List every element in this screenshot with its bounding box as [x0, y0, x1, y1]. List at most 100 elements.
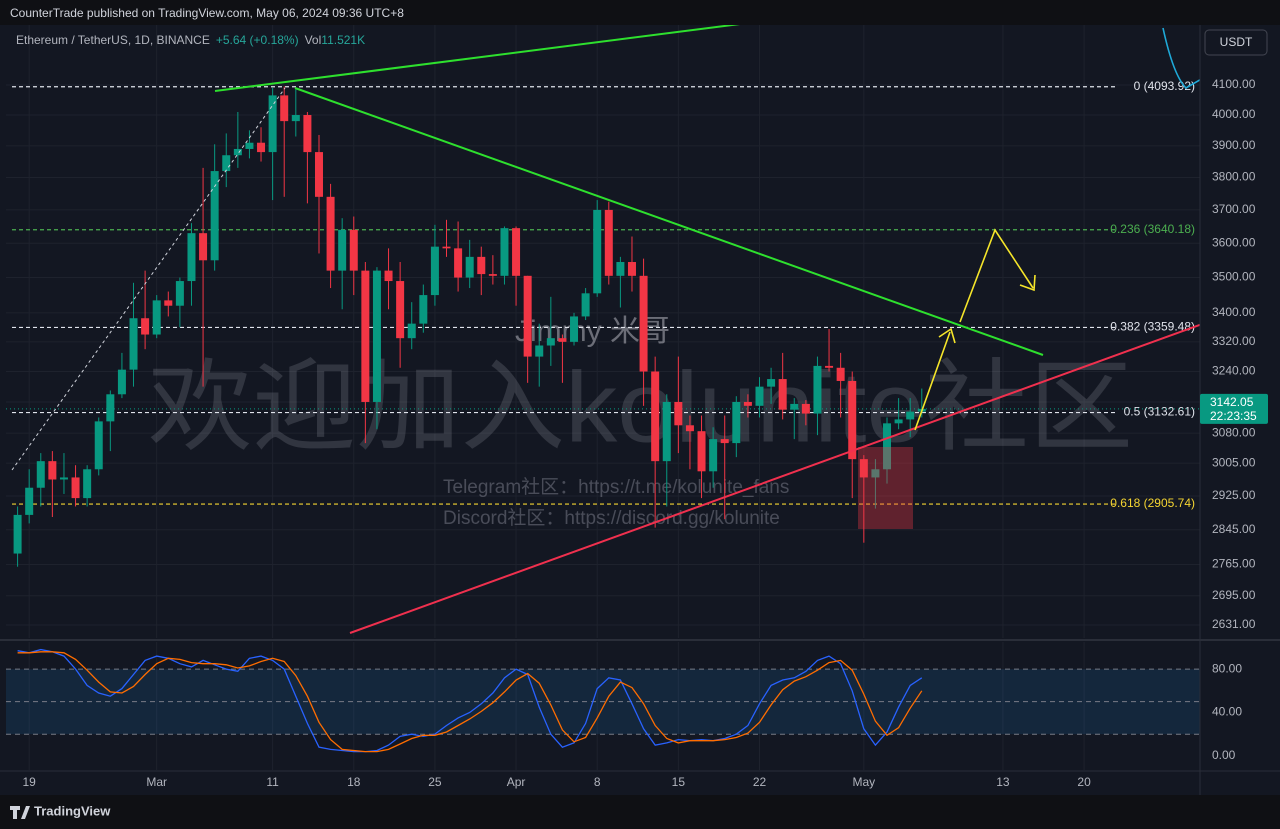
x-tick-label: 8	[594, 775, 601, 789]
x-tick-label: 13	[996, 775, 1010, 789]
y-tick-label: 2925.00	[1212, 488, 1256, 502]
candle-body	[48, 461, 57, 480]
currency-label[interactable]: USDT	[1220, 35, 1253, 49]
candle-body	[407, 323, 416, 339]
candle-body	[338, 229, 347, 271]
x-tick-label: 18	[347, 775, 361, 789]
y-tick-label: 3500.00	[1212, 270, 1256, 284]
candle-body	[71, 477, 80, 499]
volume: 11.521K	[321, 33, 365, 47]
candle-body	[291, 115, 300, 122]
candle-body	[743, 401, 752, 406]
candle-body	[570, 316, 579, 342]
change: +5.64 (+0.18%)	[216, 33, 299, 47]
candle-body	[604, 209, 613, 276]
candle-body	[651, 371, 660, 462]
candle-body	[25, 487, 34, 515]
y-tick-label: 4000.00	[1212, 107, 1256, 121]
candle-body	[187, 233, 196, 282]
candle-body	[465, 256, 474, 278]
y-tick-label: 3005.00	[1212, 455, 1256, 469]
y-tick-label: 3900.00	[1212, 138, 1256, 152]
y-tick-label: 3700.00	[1212, 202, 1256, 216]
legend: Ethereum / TetherUS, 1D, BINANCE +5.64 (+…	[16, 33, 365, 47]
fib-label: 0.618 (2905.74)	[1110, 496, 1195, 510]
candle-body	[245, 142, 254, 149]
candle-body	[141, 318, 150, 335]
fib-label: 0 (4093.92)	[1134, 79, 1195, 93]
brand: TradingView	[34, 803, 111, 818]
axes: 19 Mar 11 18 25 Apr 8 15 22 May 13 20 4100.00 4000.00…	[23, 77, 1268, 789]
candle-body	[546, 338, 555, 346]
candle-body	[685, 425, 694, 432]
candle-body	[477, 256, 486, 275]
arrow	[914, 327, 956, 431]
candle-body	[280, 95, 289, 122]
candle-body	[222, 155, 231, 172]
fib-levels: 0 (4093.92) 0.236 (3640.18) 0.382 (3359.48…	[6, 79, 1200, 510]
candle-body	[454, 248, 463, 278]
candle-body	[709, 439, 718, 472]
countdown-label: 22:23:35	[1210, 409, 1257, 423]
y-tick-label: 3800.00	[1212, 170, 1256, 184]
symbol: Ethereum / TetherUS, 1D, BINANCE	[16, 33, 210, 47]
candle-body	[627, 262, 636, 276]
footer-bar	[0, 795, 1280, 829]
candle-body	[813, 365, 822, 414]
candle-body	[859, 459, 868, 478]
x-tick-label: 11	[266, 775, 279, 789]
candle-body	[106, 394, 115, 422]
cursor-stroke	[1162, 27, 1200, 90]
candle-body	[825, 365, 834, 368]
y-tick-label: 3320.00	[1212, 334, 1256, 348]
candle-body	[697, 431, 706, 472]
trend-line	[349, 323, 1200, 634]
candle-body	[372, 270, 381, 402]
fib-label: 0.5 (3132.61)	[1124, 405, 1195, 419]
candle-body	[83, 469, 92, 499]
grid	[6, 25, 1200, 770]
candle-body	[233, 148, 242, 156]
candle-body	[488, 274, 497, 276]
candle-body	[512, 228, 521, 276]
publisher-line: CounterTrade published on TradingView.co…	[10, 6, 404, 20]
x-tick-label: 19	[23, 775, 37, 789]
y-tick-label: 80.00	[1212, 661, 1242, 675]
x-tick-label: 20	[1077, 775, 1091, 789]
trend-line	[11, 87, 286, 471]
candle-body	[790, 403, 799, 410]
candle-body	[210, 171, 219, 261]
candle-body	[778, 379, 787, 410]
candle-body	[732, 401, 741, 444]
last-price-box	[1200, 393, 1268, 424]
candle-body	[129, 318, 138, 370]
candle-body	[767, 379, 776, 387]
candle-body	[94, 421, 103, 470]
y-tick-label: 2631.00	[1212, 617, 1256, 631]
candle-body	[13, 514, 22, 554]
candle-body	[662, 401, 671, 462]
y-tick-label: 2695.00	[1212, 588, 1256, 602]
y-tick-label: 3080.00	[1212, 425, 1256, 439]
candle-body	[894, 419, 903, 424]
y-tick-label: 4100.00	[1212, 77, 1256, 91]
y-tick-label: 0.00	[1212, 748, 1236, 762]
candle-body	[871, 469, 880, 478]
candle-body	[257, 142, 266, 153]
candle-body	[558, 338, 567, 342]
currency-button[interactable]	[1204, 29, 1268, 56]
candle-body	[883, 423, 892, 470]
candle-body	[801, 403, 810, 414]
candle-body	[326, 196, 335, 271]
candle-body	[535, 345, 544, 357]
candle-body	[442, 246, 451, 249]
candle-body	[720, 439, 729, 444]
candle-body	[674, 401, 683, 426]
y-tick-label: 3400.00	[1212, 305, 1256, 319]
y-tick-label: 2765.00	[1212, 557, 1256, 571]
candle-body	[396, 281, 405, 339]
candle-body	[361, 270, 370, 402]
candle-body	[419, 295, 428, 324]
trend-line	[214, 25, 741, 92]
